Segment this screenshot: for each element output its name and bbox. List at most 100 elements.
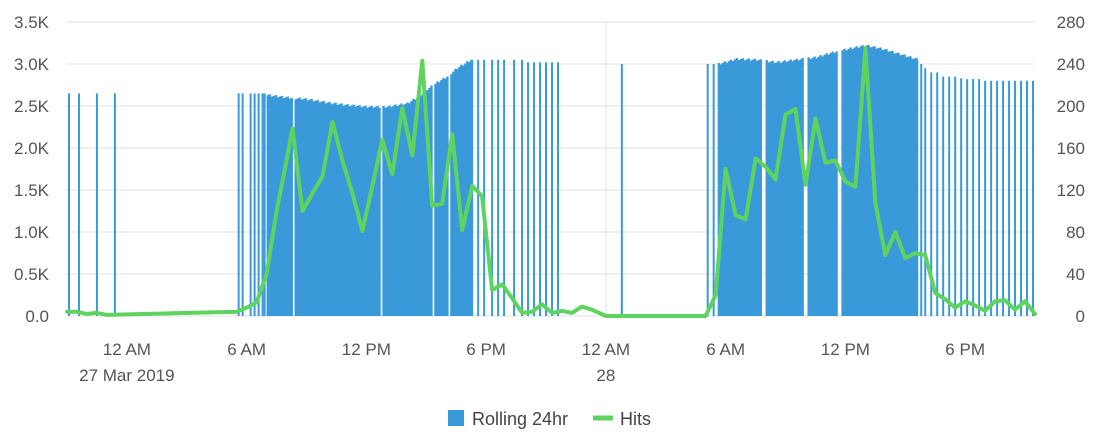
- rolling-bar: [887, 51, 890, 317]
- rolling-bar: [386, 106, 389, 316]
- rolling-bar: [911, 58, 914, 317]
- rolling-bar: [735, 57, 739, 317]
- rolling-bar: [257, 93, 260, 317]
- rolling-bar: [915, 57, 918, 317]
- rolling-bar: [426, 90, 429, 316]
- rolling-bar: [948, 76, 951, 316]
- rolling-bar: [863, 46, 866, 316]
- rolling-bar: [755, 60, 758, 316]
- rolling-bar: [841, 50, 844, 316]
- rolling-bar: [859, 46, 862, 316]
- hits-line: [65, 46, 1037, 318]
- rolling-bar: [857, 47, 860, 316]
- rolling-bar: [773, 63, 776, 316]
- rolling-bar: [249, 93, 252, 317]
- rolling-bar: [1032, 80, 1035, 316]
- rolling-bar: [310, 98, 313, 316]
- rolling-bar: [422, 92, 425, 316]
- rolling-bar: [795, 58, 798, 317]
- rolling-bar: [346, 104, 349, 316]
- rolling-bar: [620, 64, 623, 316]
- rolling-bar: [861, 45, 864, 317]
- rolling-bar: [1020, 80, 1023, 316]
- y-right-tick-label: 200: [1057, 97, 1085, 116]
- y-left-tick-label: 3.0K: [14, 55, 50, 74]
- rolling-bar: [809, 59, 812, 316]
- rolling-bar: [434, 83, 437, 316]
- rolling-bar: [378, 107, 381, 317]
- rolling-bar: [757, 60, 760, 316]
- rolling-bar: [326, 102, 329, 316]
- rolling-bar: [368, 106, 371, 316]
- rolling-bar: [418, 94, 421, 316]
- rolling-bar: [324, 103, 327, 316]
- rolling-bar: [811, 57, 814, 317]
- rolling-bar: [290, 97, 293, 316]
- rolling-bar: [416, 97, 419, 316]
- rolling-bar: [831, 51, 834, 317]
- rolling-bar: [978, 79, 981, 317]
- rolling-bar: [954, 76, 957, 316]
- legend-swatch-rolling[interactable]: [448, 410, 464, 426]
- rolling-bar: [513, 59, 516, 317]
- rolling-bar: [825, 53, 828, 316]
- rolling-bar: [920, 64, 923, 316]
- rolling-bar: [253, 93, 256, 317]
- rolling-bar: [739, 59, 743, 317]
- rolling-bar: [781, 61, 784, 317]
- y-left-tick-label: 0.5K: [14, 265, 50, 284]
- rolling-bar: [777, 61, 780, 317]
- rolling-bar: [785, 62, 788, 317]
- rolling-bar: [753, 58, 756, 316]
- rolling-bar: [336, 104, 339, 317]
- rolling-bar: [869, 47, 872, 316]
- y-right-tick-label: 240: [1057, 55, 1085, 74]
- rolling-bar: [372, 107, 375, 317]
- rolling-bar: [813, 56, 816, 317]
- rolling-bar: [332, 103, 335, 316]
- rolling-bar: [835, 51, 838, 317]
- rolling-bar: [817, 56, 820, 316]
- rolling-bar: [527, 62, 530, 316]
- rolling-bar: [984, 80, 987, 316]
- rolling-bar: [342, 105, 345, 316]
- rolling-bar: [344, 104, 347, 317]
- rolling-bar: [464, 63, 467, 317]
- rolling-bar: [382, 105, 385, 316]
- rolling-bar: [899, 55, 902, 316]
- rolling-bar: [398, 104, 401, 316]
- rolling-bar: [428, 87, 431, 316]
- legend-label-hits[interactable]: Hits: [620, 409, 651, 429]
- rolling-bar: [791, 61, 794, 317]
- rolling-bar: [533, 62, 536, 316]
- rolling-bar: [747, 58, 750, 317]
- y-right-tick-label: 120: [1057, 181, 1085, 200]
- rolling-bar: [767, 62, 770, 316]
- rolling-bar: [503, 59, 506, 317]
- rolling-bar: [990, 80, 993, 316]
- rolling-bar: [452, 71, 455, 316]
- rolling-bar: [306, 100, 309, 317]
- rolling-bar: [905, 57, 908, 316]
- rolling-bar: [450, 74, 453, 316]
- rolling-bar: [725, 62, 729, 316]
- x-tick-sublabel: 27 Mar 2019: [79, 366, 174, 385]
- rolling-bar: [539, 62, 542, 316]
- x-tick-label: 12 PM: [342, 340, 391, 359]
- x-tick-sublabel: 28: [596, 366, 615, 385]
- rolling-bar: [241, 93, 244, 317]
- rolling-bar: [783, 60, 786, 316]
- rolling-bar: [322, 100, 325, 317]
- rolling-bar: [282, 98, 285, 316]
- legend-label-rolling[interactable]: Rolling 24hr: [472, 409, 568, 429]
- rolling-bar: [765, 60, 768, 316]
- x-tick-label: 6 AM: [227, 340, 266, 359]
- legend[interactable]: Rolling 24hr Hits: [448, 409, 651, 429]
- rolling-bar: [807, 57, 810, 316]
- rolling-bar: [719, 64, 723, 316]
- rolling-bar: [960, 78, 963, 316]
- rolling-bar: [745, 59, 748, 316]
- rolling-bar: [446, 76, 449, 316]
- rolling-bar: [370, 105, 373, 316]
- rolling-bar: [270, 96, 273, 316]
